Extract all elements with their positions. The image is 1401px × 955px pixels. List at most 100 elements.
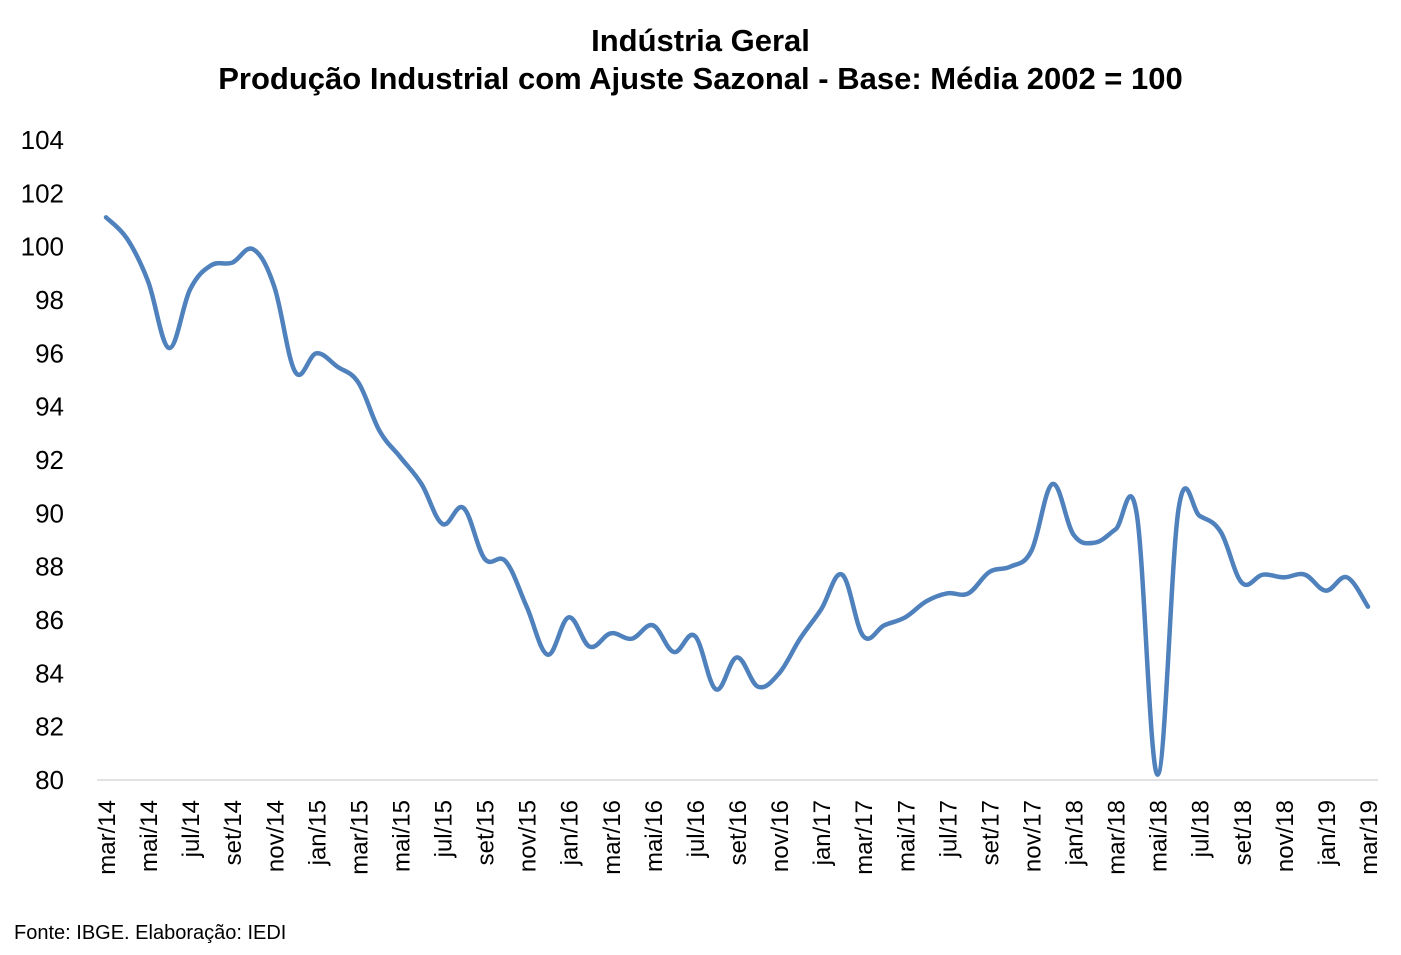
y-axis-tick-labels: 80 82 84 86 88 90 92 94 96 98 100 102 104 <box>21 125 64 795</box>
x-tick-label: set/18 <box>1230 800 1257 865</box>
data-point: out/17: 88 <box>1008 565 1012 569</box>
data-point: mai/16: 85.8 <box>651 623 655 627</box>
data-point: nov/15: 86.5 <box>525 605 529 609</box>
x-tick-label: mai/17 <box>893 800 920 872</box>
x-tick-label: jul/18 <box>1188 800 1215 858</box>
data-point: abr/16: 85.3 <box>630 637 634 641</box>
x-tick-label: jul/17 <box>935 800 962 858</box>
data-point: out/18: 87.7 <box>1261 573 1265 577</box>
data-point: fev/17: 87.7 <box>840 573 844 577</box>
x-tick-label: set/16 <box>725 800 752 865</box>
x-tick-label: mar/15 <box>346 800 373 875</box>
x-axis-tick-labels: mar/14 mai/14 jul/14 set/14 nov/14 jan/15 mar/… <box>94 800 1383 875</box>
data-point: abr/14: 100.3 <box>125 237 129 241</box>
x-tick-label: jan/17 <box>809 800 836 866</box>
data-point: nov/17: 88.6 <box>1029 549 1033 553</box>
data-point: jan/16: 86.1 <box>567 615 571 619</box>
data-point: mai/17: 86.1 <box>903 615 907 619</box>
data-point: abr/18: 90 <box>1135 511 1139 515</box>
data-point: jun/17: 86.7 <box>924 599 928 603</box>
x-tick-label: mar/17 <box>851 800 878 875</box>
data-point: jan/19: 87.1 <box>1324 589 1328 593</box>
chart-title-line-2: Produção Industrial com Ajuste Sazonal -… <box>218 61 1183 96</box>
data-point: set/18: 87.4 <box>1240 581 1244 585</box>
y-tick-label: 88 <box>35 552 64 582</box>
data-point: jun/18: 90.2 <box>1177 506 1181 510</box>
y-tick-label: 104 <box>21 125 64 155</box>
y-tick-label: 92 <box>35 445 64 475</box>
y-tick-label: 82 <box>35 712 64 742</box>
data-point: out/16: 83.5 <box>756 685 760 689</box>
x-tick-label: nov/15 <box>515 800 542 872</box>
data-point: jun/15: 91.1 <box>420 482 424 486</box>
x-tick-label: mai/18 <box>1146 800 1173 872</box>
data-point: dez/18: 87.7 <box>1303 573 1307 577</box>
y-tick-label: 86 <box>35 605 64 635</box>
data-point: mar/14: 101.1 <box>104 215 108 219</box>
data-point: ago/17: 87 <box>966 591 970 595</box>
data-point: ago/18: 89.3 <box>1219 530 1223 534</box>
data-point: dez/15: 84.7 <box>546 653 550 657</box>
x-tick-label: jan/16 <box>557 800 584 866</box>
y-tick-label: 84 <box>35 658 64 688</box>
data-point: mai/18: 80.2 <box>1156 773 1160 777</box>
data-point: jul/14: 98.4 <box>188 287 192 291</box>
data-point: nov/16: 84 <box>777 671 781 675</box>
x-tick-label: mai/14 <box>136 800 163 872</box>
data-point: set/14: 99.4 <box>230 261 234 265</box>
data-point: jun/14: 96.2 <box>167 346 171 350</box>
x-tick-label: jul/16 <box>683 800 710 858</box>
data-point: mar/18: 89.4 <box>1114 527 1118 531</box>
x-tick-label: mar/14 <box>94 800 121 875</box>
y-tick-label: 96 <box>35 338 64 368</box>
data-point: set/17: 87.8 <box>987 570 991 574</box>
data-point: mai/14: 98.7 <box>146 279 150 283</box>
data-point: abr/15: 93.1 <box>377 429 381 433</box>
y-tick-label: 80 <box>35 765 64 795</box>
x-tick-label: set/15 <box>473 800 500 865</box>
y-tick-label: 90 <box>35 498 64 528</box>
x-tick-label: jan/15 <box>304 800 331 866</box>
series-layer: mar/14: 101.1 abr/14: 100.3 mai/14: 98.7 ju… <box>103 215 1371 777</box>
data-point: jul/15: 89.6 <box>441 522 445 526</box>
data-point: abr/17: 85.8 <box>882 623 886 627</box>
y-tick-label: 98 <box>35 285 64 315</box>
x-tick-label: mai/16 <box>641 800 668 872</box>
x-tick-label: mar/19 <box>1356 800 1383 875</box>
data-point: mar/16: 85.5 <box>609 631 613 635</box>
x-tick-label: jan/18 <box>1062 800 1089 866</box>
data-point: nov/18: 87.6 <box>1282 575 1286 579</box>
y-tick-label: 100 <box>21 232 64 262</box>
data-point: out/14: 99.9 <box>251 247 255 251</box>
x-tick-label: nov/14 <box>262 800 289 872</box>
data-point: set/15: 88.3 <box>483 557 487 561</box>
data-point: ago/16: 83.4 <box>714 687 718 691</box>
series-line <box>103 215 1371 777</box>
x-tick-label: set/17 <box>977 800 1004 865</box>
chart-title-line-1: Indústria Geral <box>591 23 810 58</box>
data-point: nov/14: 98.5 <box>272 285 276 289</box>
data-point: ago/14: 99.3 <box>209 263 213 267</box>
data-point: mar/15: 94.9 <box>356 381 360 385</box>
data-point: fev/15: 95.5 <box>335 365 339 369</box>
x-tick-label: jul/14 <box>178 800 205 858</box>
data-point: dez/17: 91.1 <box>1051 482 1055 486</box>
y-tick-label: 102 <box>21 178 64 208</box>
data-point: set/16: 84.6 <box>735 655 739 659</box>
x-tick-label: mar/16 <box>599 800 626 875</box>
x-tick-label: nov/17 <box>1019 800 1046 872</box>
x-tick-label: mar/18 <box>1104 800 1131 875</box>
data-point: dez/14: 95.3 <box>293 370 297 374</box>
data-point: jun/16: 84.8 <box>672 650 676 654</box>
x-tick-label: mai/15 <box>388 800 415 872</box>
data-point: jan/17: 86.4 <box>819 607 823 611</box>
x-tick-label: jan/19 <box>1314 800 1341 866</box>
data-point: mai/15: 92.1 <box>398 455 402 459</box>
data-point: jul/18: 89.9 <box>1198 514 1202 518</box>
data-point: mar/17: 85.4 <box>861 634 865 638</box>
y-tick-label: 94 <box>35 392 64 422</box>
data-point: fev/19: 87.6 <box>1345 575 1349 579</box>
source-note: Fonte: IBGE. Elaboração: IEDI <box>14 922 287 944</box>
data-point: dez/16: 85.3 <box>798 637 802 641</box>
